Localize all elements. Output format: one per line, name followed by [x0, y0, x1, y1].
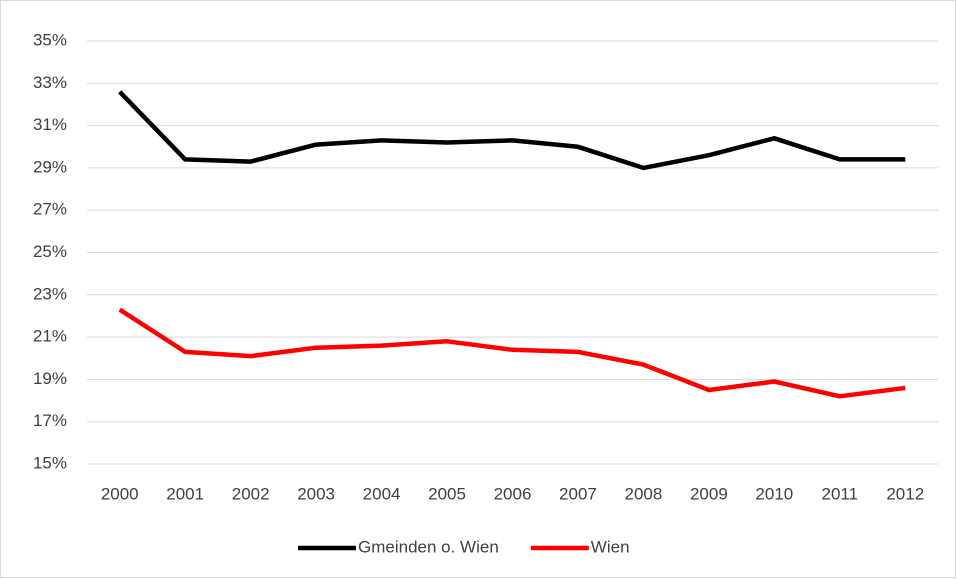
y-tick-label: 19%	[33, 369, 67, 388]
x-tick-label: 2011	[822, 484, 859, 503]
x-tick-label: 2006	[494, 484, 532, 503]
x-tick-label: 2009	[690, 484, 728, 503]
x-tick-label: 2003	[297, 484, 335, 503]
y-tick-label: 17%	[33, 411, 67, 430]
x-tick-label: 2000	[101, 484, 139, 503]
x-tick-label: 2002	[232, 484, 270, 503]
y-tick-label: 31%	[33, 115, 67, 134]
y-tick-label: 35%	[33, 30, 67, 49]
y-tick-label: 21%	[33, 327, 67, 346]
x-tick-label: 2008	[625, 484, 663, 503]
y-tick-label: 27%	[33, 200, 67, 219]
y-tick-label: 25%	[33, 242, 67, 261]
legend-label: Gmeinden o. Wien	[358, 537, 499, 556]
y-tick-label: 33%	[33, 73, 67, 92]
series-line	[118, 90, 906, 171]
x-tick-label: 2004	[363, 484, 401, 503]
x-tick-label: 2007	[559, 484, 597, 503]
x-tick-label: 2005	[428, 484, 466, 503]
legend-label: Wien	[591, 537, 630, 556]
y-tick-label: 23%	[33, 284, 67, 303]
x-tick-label: 2010	[755, 484, 793, 503]
y-tick-label: 29%	[33, 157, 67, 176]
x-tick-label: 2012	[886, 484, 924, 503]
series-line	[118, 307, 906, 399]
y-tick-label: 15%	[33, 453, 67, 472]
x-tick-label: 2001	[166, 484, 204, 503]
